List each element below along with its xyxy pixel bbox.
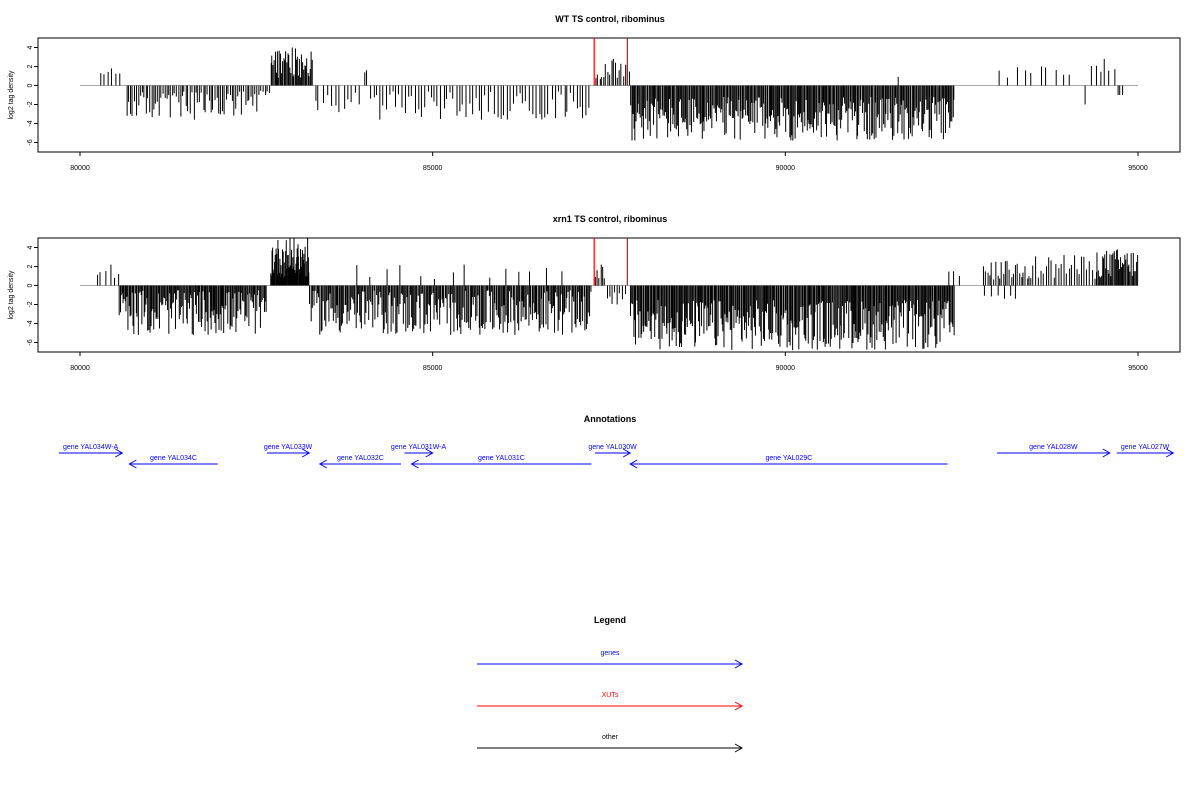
y-tick-label: 0	[27, 283, 34, 287]
y-tick-label: -2	[27, 301, 34, 307]
gene-arrow-head	[318, 459, 328, 469]
gene-annotation: gene YAL028W	[996, 444, 1111, 458]
gene-annotation: gene YAL033W	[264, 444, 313, 458]
y-tick-label: 0	[27, 83, 34, 87]
x-tick-label: 80000	[70, 165, 90, 172]
gene-arrow-head	[410, 459, 419, 469]
gene-arrow-head	[1102, 448, 1111, 458]
gene-label: gene YAL034C	[150, 455, 197, 462]
chart-title: WT TS control, ribominus	[555, 14, 665, 24]
y-tick-label: -4	[27, 120, 34, 126]
gene-annotation: gene YAL031C	[410, 455, 592, 469]
chart-title: xrn1 TS control, ribominus	[553, 214, 668, 224]
gene-annotation: gene YAL030W	[588, 444, 637, 458]
gene-label: gene YAL032C	[337, 455, 384, 462]
x-tick-label: 85000	[423, 165, 443, 172]
data-series-1	[97, 238, 1139, 351]
legend-label: genes	[600, 650, 620, 657]
legend-title: Legend	[594, 615, 626, 625]
legend-label: other	[602, 734, 619, 741]
gene-annotation: gene YAL034C	[128, 455, 218, 469]
legend-arrow-head	[734, 743, 744, 753]
y-tick-label: 2	[27, 64, 34, 68]
x-tick-label: 95000	[1128, 165, 1148, 172]
gene-label: gene YAL030W	[588, 444, 637, 451]
x-tick-label: 95000	[1128, 365, 1148, 372]
y-tick-label: 2	[27, 264, 34, 268]
annotations-title: Annotations	[584, 414, 637, 424]
gene-arrow-head	[629, 459, 638, 469]
gene-annotation: gene YAL029C	[629, 455, 948, 469]
gene-label: gene YAL027W	[1121, 444, 1170, 451]
legend-item: other	[477, 734, 744, 753]
y-tick-label: -4	[27, 320, 34, 326]
y-tick-label: -2	[27, 101, 34, 107]
x-tick-label: 85000	[423, 365, 443, 372]
plot-frame	[37, 37, 1181, 153]
y-tick-label: 4	[27, 45, 34, 49]
data-series-2	[593, 238, 628, 286]
gene-label: gene YAL031W-A	[391, 444, 447, 451]
data-series-2	[593, 38, 628, 86]
gene-annotation: gene YAL032C	[318, 455, 401, 469]
legend-arrow-head	[734, 659, 744, 669]
gene-label: gene YAL034W-A	[63, 444, 119, 451]
gene-annotation: gene YAL034W-A	[58, 444, 124, 458]
gene-label: gene YAL028W	[1029, 444, 1078, 451]
y-tick-label: -6	[27, 139, 34, 145]
legend-label: XUTs	[602, 692, 619, 699]
legend-arrow-head	[734, 701, 744, 711]
gene-arrow-head	[115, 448, 124, 458]
data-series-1	[100, 47, 1124, 141]
x-tick-label: 90000	[776, 165, 796, 172]
gene-arrow-head	[128, 459, 137, 469]
y-tick-label: -6	[27, 339, 34, 345]
gene-label: gene YAL031C	[478, 455, 525, 462]
gene-arrow-head	[425, 448, 434, 458]
y-axis-label: log2 tag density	[8, 70, 15, 120]
x-tick-label: 80000	[70, 365, 90, 372]
gene-arrow-head	[1166, 448, 1175, 458]
gene-arrow-head	[622, 448, 632, 458]
gene-label: gene YAL029C	[765, 455, 812, 462]
y-tick-label: 4	[27, 245, 34, 249]
chart-panel-1: WT TS control, ribominus -6 -4 -2 0 2 4 log2 ta…	[8, 14, 1181, 172]
gene-annotation: gene YAL031W-A	[391, 444, 447, 458]
gene-annotation: gene YAL027W	[1116, 444, 1175, 458]
gene-label: gene YAL033W	[264, 444, 313, 451]
legend-item: genes	[477, 650, 744, 669]
gene-arrow-head	[301, 448, 311, 458]
plot-frame	[37, 237, 1181, 353]
legend-item: XUTs	[477, 692, 744, 711]
chart-panel-2: xrn1 TS control, ribominus -6 -4 -2 0 2 4 log2 …	[8, 214, 1181, 372]
y-axis-label: log2 tag density	[8, 270, 15, 320]
x-tick-label: 90000	[776, 365, 796, 372]
